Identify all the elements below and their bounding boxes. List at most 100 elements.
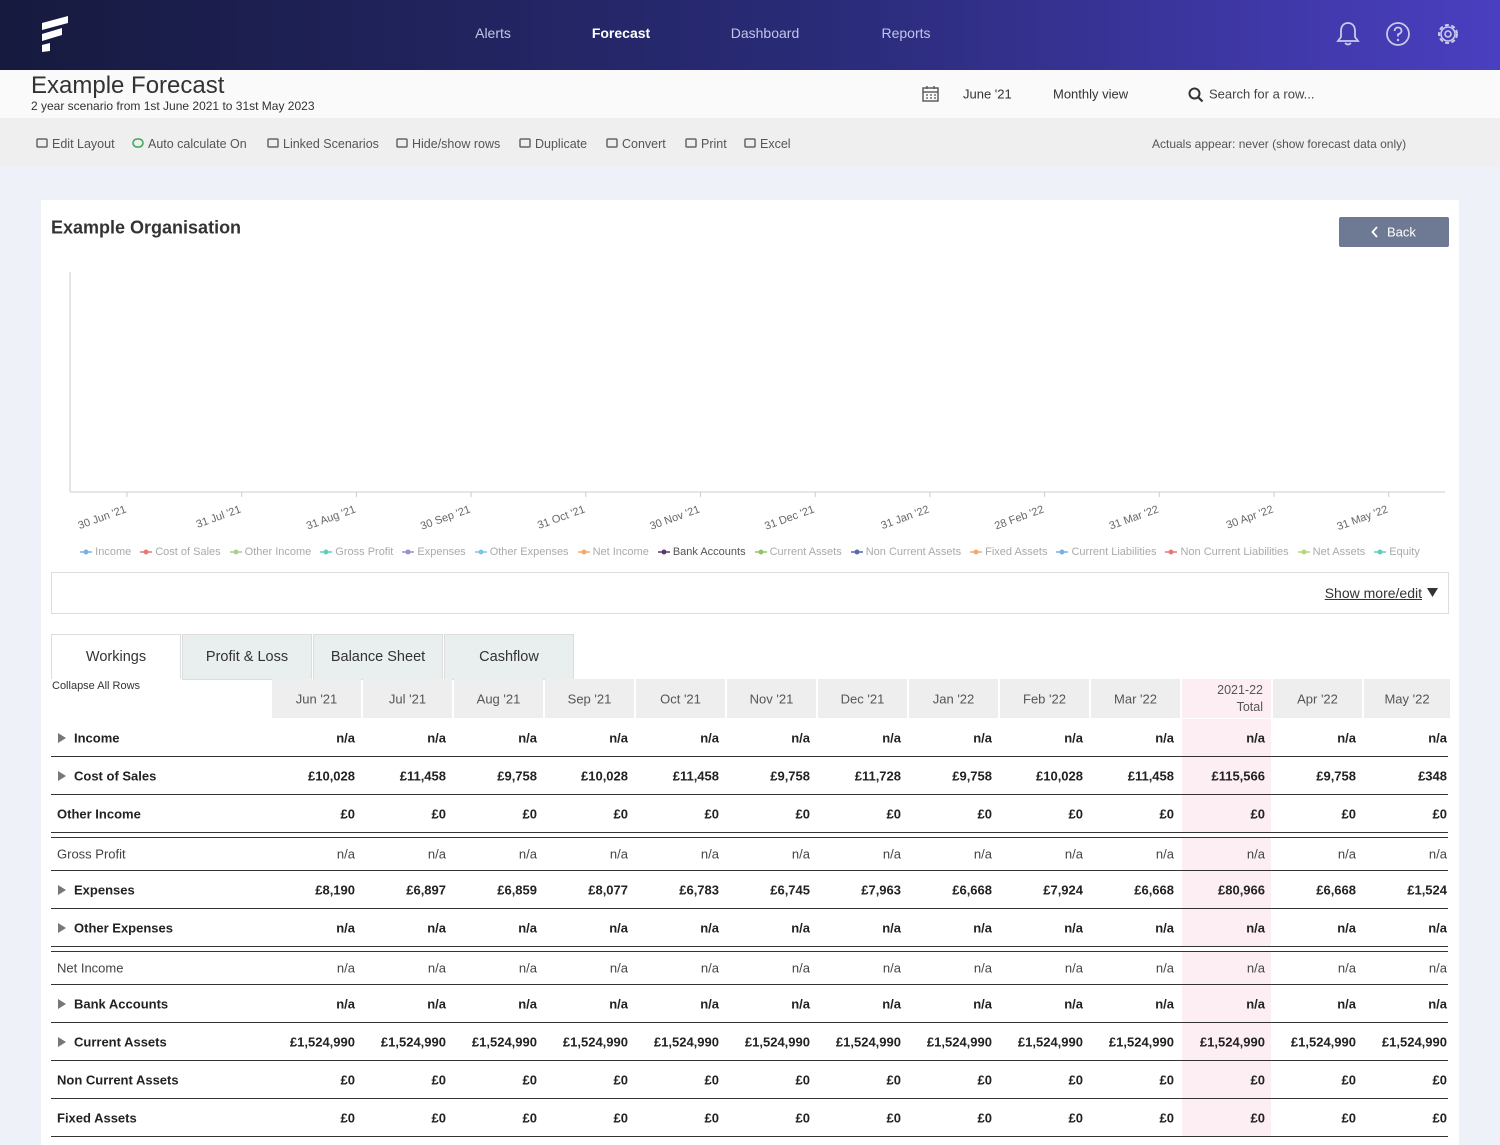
legend-swatch <box>80 549 93 555</box>
icon-shape <box>267 138 279 148</box>
nav-link[interactable]: Reports <box>881 25 931 41</box>
expand-arrow[interactable] <box>58 998 67 1009</box>
toolbar-button[interactable]: Auto calculate On <box>148 137 247 151</box>
expand-arrow[interactable] <box>58 732 67 743</box>
tab-label: Balance Sheet <box>330 649 426 665</box>
table-row[interactable]: Bank Accounts n/a n/a n/a n/a n/a n/a n/a n/a n/a… <box>51 985 1448 1023</box>
collapse-all-rows[interactable]: Collapse All Rows <box>52 680 141 692</box>
column-header: Apr '22 <box>1273 679 1362 718</box>
total-cell-bg <box>1182 719 1271 756</box>
dropdown-arrow[interactable] <box>1427 588 1438 597</box>
cell-value: £0 <box>1341 1110 1356 1125</box>
cell-value: £6,859 <box>497 882 537 897</box>
cell-value: £1,524,990 <box>289 1034 355 1049</box>
tab[interactable]: Cashflow <box>444 634 574 680</box>
expand-arrow[interactable] <box>58 922 67 933</box>
toolbar-icon <box>396 138 408 148</box>
cell-value: £0 <box>431 1110 446 1125</box>
nav-link[interactable]: Alerts <box>475 25 511 41</box>
bell-icon[interactable] <box>1336 20 1360 46</box>
icon-shape <box>519 138 531 148</box>
legend-swatch <box>140 549 153 555</box>
settings-icon[interactable] <box>1434 20 1462 48</box>
table-row[interactable]: Income n/a n/a n/a n/a n/a n/a n/a n/a n/a n/a n/a n… <box>51 719 1448 757</box>
cell-value: £10,028 <box>308 768 355 783</box>
cell-value: £1,524,990 <box>380 1034 446 1049</box>
cell-value: £1,524,990 <box>1017 1034 1083 1049</box>
legend-label: Other Income <box>244 546 312 558</box>
expand-arrow[interactable] <box>58 770 67 781</box>
logo[interactable] <box>40 14 72 54</box>
tab[interactable]: Profit & Loss <box>182 634 312 680</box>
toolbar-button[interactable]: Hide/show rows <box>412 137 501 151</box>
legend-item[interactable]: Current Assets <box>754 546 842 558</box>
legend-label: Gross Profit <box>335 546 394 558</box>
legend-item[interactable]: Expenses <box>402 546 466 558</box>
nav-link[interactable]: Forecast <box>591 25 651 41</box>
legend-item[interactable]: Other Income <box>229 546 312 558</box>
legend-label: Expenses <box>417 546 466 558</box>
cell-value: £6,745 <box>770 882 810 897</box>
legend-item[interactable]: Fixed Assets <box>970 546 1047 558</box>
toolbar-button[interactable]: Excel <box>760 137 791 151</box>
table-row[interactable]: Current Assets £1,524,990 £1,524,990 £1,524… <box>51 1023 1448 1061</box>
expand-arrow[interactable] <box>58 884 67 895</box>
cell-value: n/a <box>882 730 901 745</box>
toolbar-button[interactable]: Edit Layout <box>52 137 115 151</box>
cell-value: n/a <box>427 730 446 745</box>
x-axis-label: 31 Dec '21 <box>763 504 816 533</box>
x-axis-label: 31 Jul '21 <box>195 504 243 531</box>
cell-value: n/a <box>973 920 992 935</box>
toolbar-button[interactable]: Print <box>701 137 727 151</box>
column-header: Dec '21 <box>818 679 907 718</box>
table-row[interactable]: Expenses £8,190 £6,897 £6,859 £8,077 £6,783 £6… <box>51 871 1448 909</box>
search-input[interactable]: Search for a row... <box>1209 86 1315 102</box>
forecast-card: Example Organisation Back 30 Jun '21 31 J… <box>41 200 1459 1145</box>
view-selector[interactable]: Monthly view <box>1053 86 1129 102</box>
column-header-label: May '22 <box>1384 691 1430 706</box>
table-row[interactable]: Cost of Sales £10,028 £11,458 £9,758 £10,028… <box>51 757 1448 795</box>
legend-dot <box>758 549 764 555</box>
legend-item[interactable]: Gross Profit <box>320 546 393 558</box>
actuals-note[interactable]: Actuals appear: never (show forecast dat… <box>1152 137 1407 151</box>
legend-item[interactable]: Cost of Sales <box>140 546 221 558</box>
legend-item[interactable]: Income <box>80 546 131 558</box>
row-label: Bank Accounts <box>74 996 169 1011</box>
legend-swatch <box>1165 549 1178 555</box>
toolbar-button[interactable]: Convert <box>622 137 666 151</box>
tab[interactable]: Balance Sheet <box>313 634 443 680</box>
legend-item[interactable]: Other Expenses <box>474 546 569 558</box>
legend-item[interactable]: Net Assets <box>1297 546 1365 558</box>
legend-item[interactable]: Bank Accounts <box>657 546 746 558</box>
toolbar-button[interactable]: Duplicate <box>535 137 588 151</box>
cell-value: n/a <box>518 920 537 935</box>
legend-swatch <box>657 549 670 555</box>
nav-link[interactable]: Dashboard <box>730 25 800 41</box>
legend-item[interactable]: Non Current Liabilities <box>1165 546 1289 558</box>
cell-value: n/a <box>1428 730 1447 745</box>
cell-value: n/a <box>1064 730 1083 745</box>
chart-area: 30 Jun '21 31 Jul '21 31 Aug '21 30 Sep '21… <box>69 272 1445 533</box>
show-more-link[interactable]: Show more/edit <box>1324 585 1422 601</box>
legend-dot <box>143 549 149 555</box>
legend-item[interactable]: Current Liabilities <box>1056 546 1156 558</box>
toolbar-icon <box>36 138 48 148</box>
legend-dot <box>233 549 239 555</box>
help-icon[interactable] <box>1385 21 1411 47</box>
legend-item[interactable]: Equity <box>1374 546 1420 558</box>
back-button[interactable]: Back <box>1339 217 1449 247</box>
expand-arrow[interactable] <box>58 1036 67 1047</box>
cell-value: £0 <box>1159 1072 1174 1087</box>
cell-value: £1,524,990 <box>1381 1034 1447 1049</box>
tab[interactable]: Workings <box>51 634 181 679</box>
legend-item[interactable]: Non Current Assets <box>850 546 961 558</box>
toolbar-button[interactable]: Linked Scenarios <box>283 137 379 151</box>
table-row[interactable]: Other Expenses n/a n/a n/a n/a n/a n/a n/a n/a n/… <box>51 909 1448 947</box>
legend-item[interactable]: Net Income <box>577 546 649 558</box>
legend-dot <box>973 549 979 555</box>
search-icon <box>1188 87 1204 103</box>
date-picker[interactable]: June '21 <box>963 86 1012 102</box>
cell-value: n/a <box>609 920 628 935</box>
column-header: Feb '22 <box>1000 679 1089 718</box>
cell-value: £1,524,990 <box>1199 1034 1265 1049</box>
